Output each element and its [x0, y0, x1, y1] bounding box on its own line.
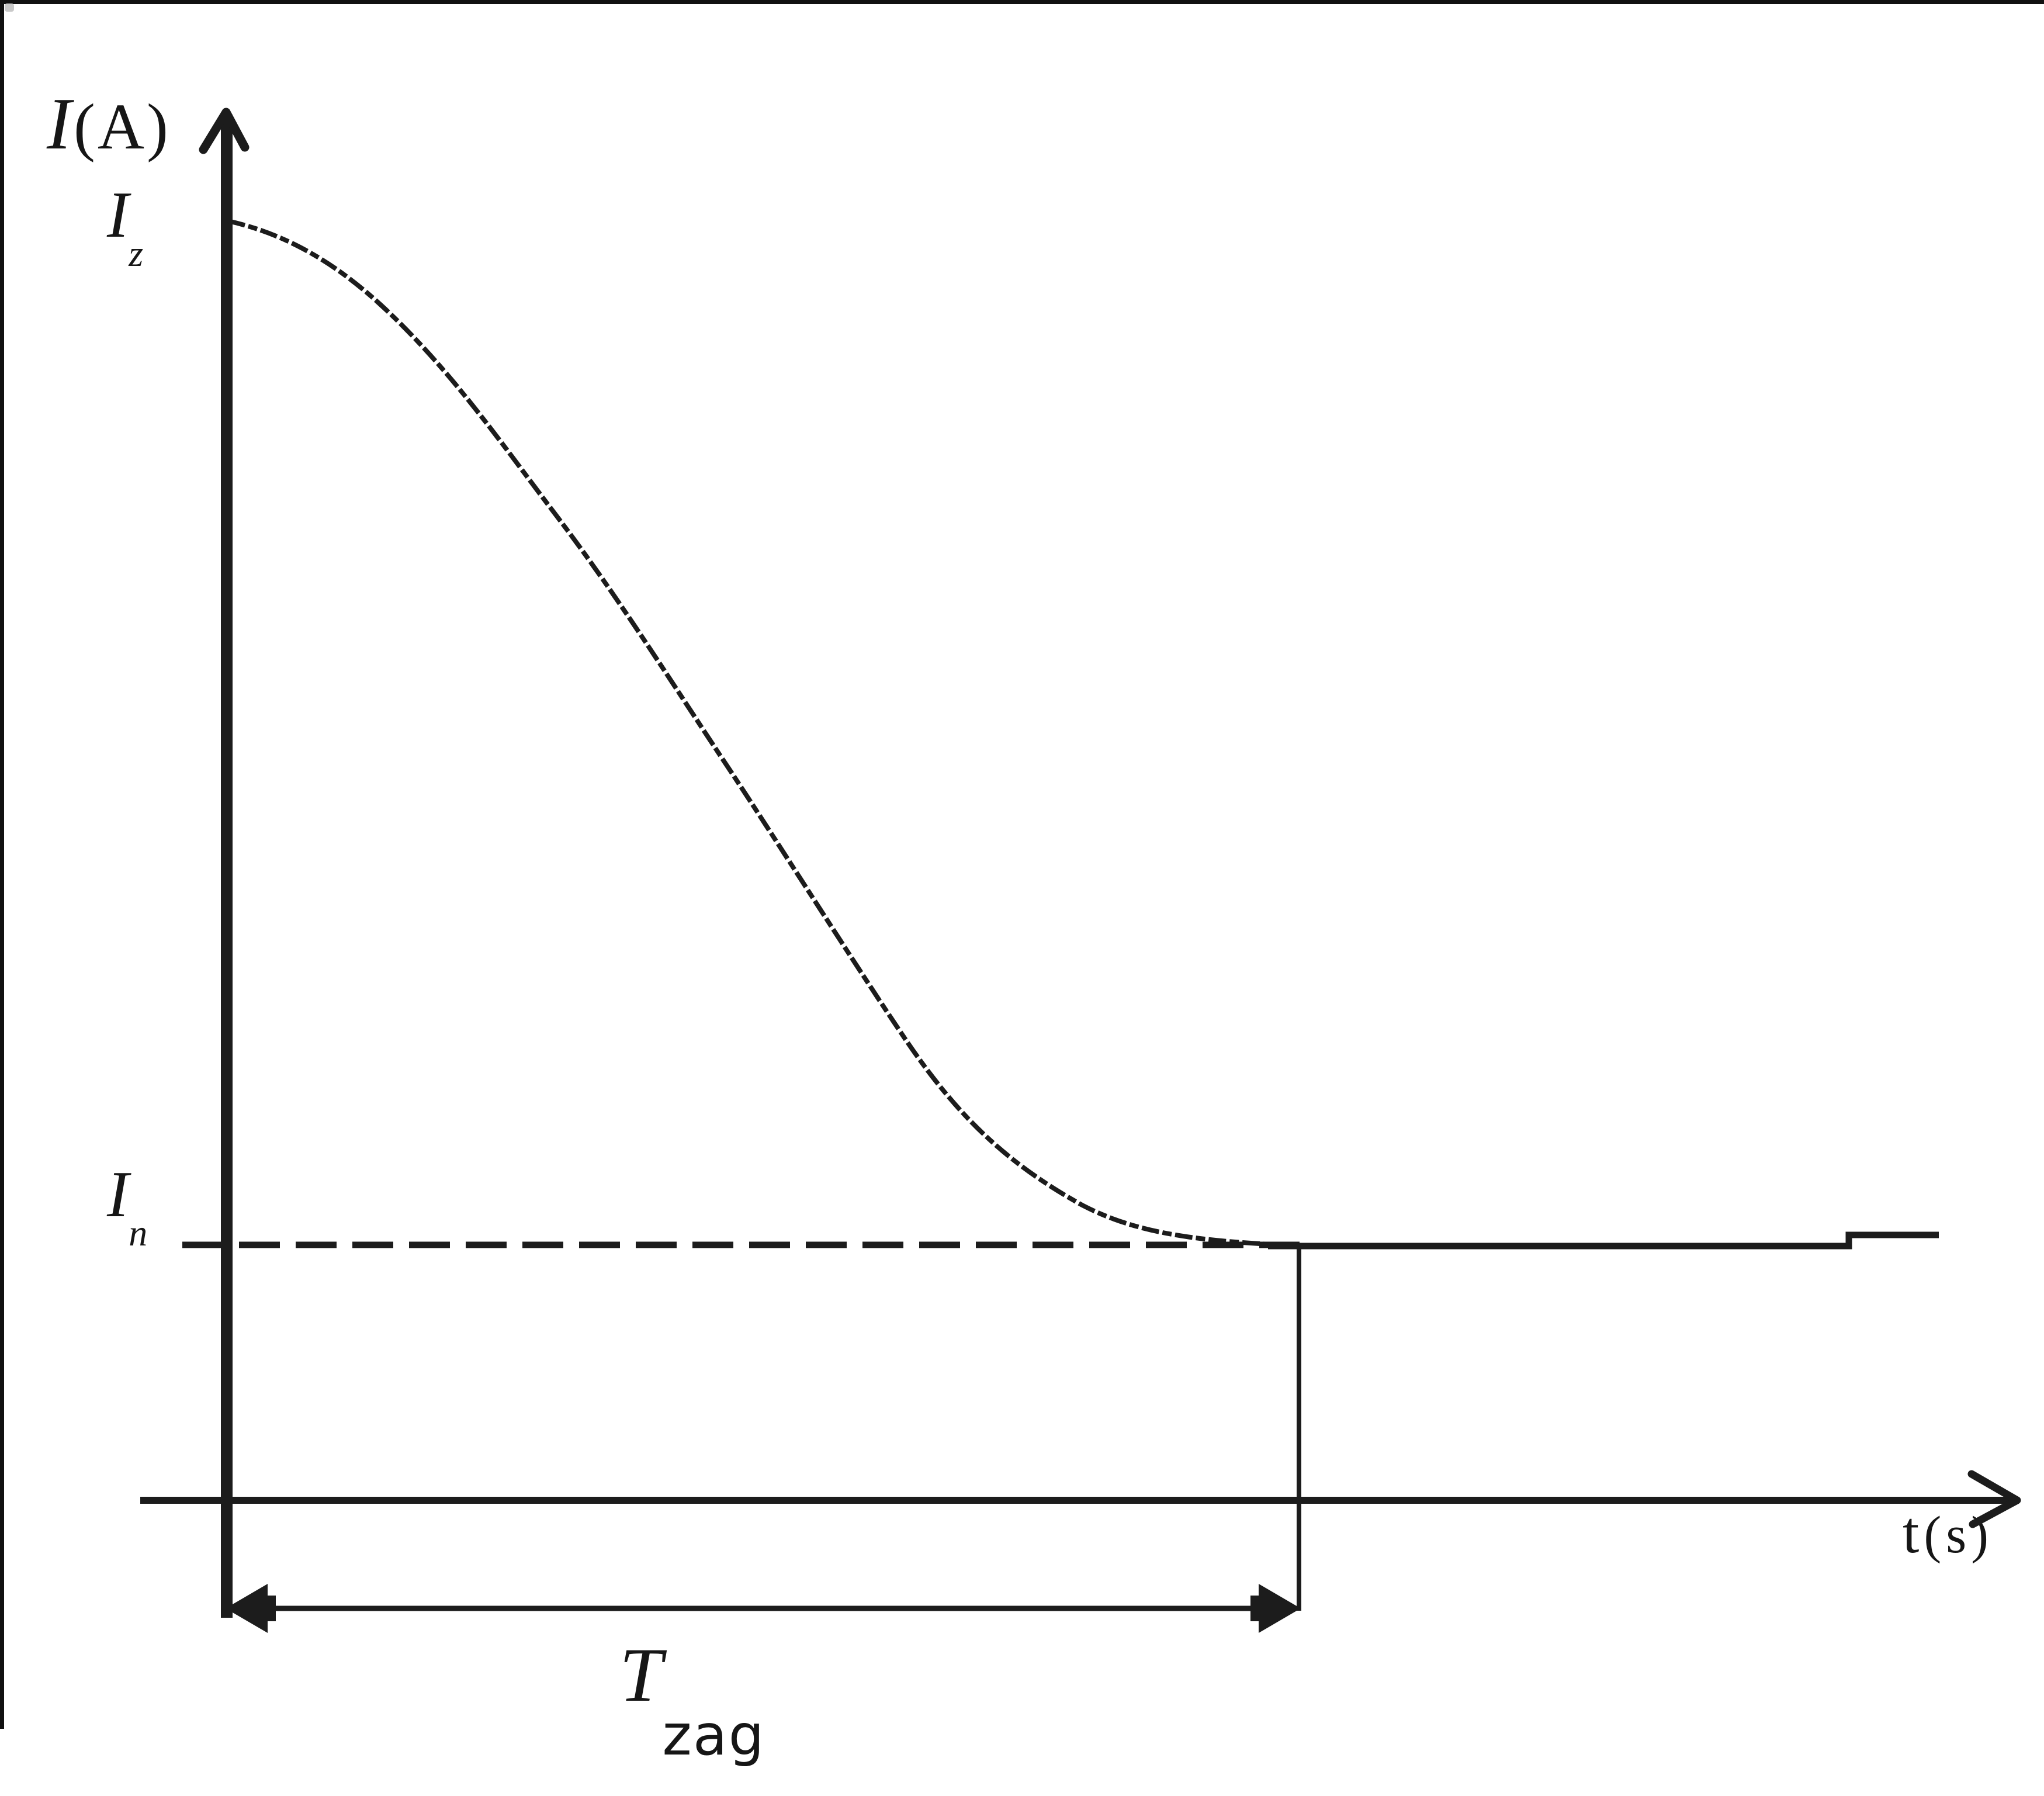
start-current-label: Iz [107, 182, 143, 272]
x-axis-unit-label: t(s) [1903, 1503, 1993, 1563]
y-axis-unit-label: I(A) [47, 88, 171, 161]
duration-symbol: T [619, 1632, 663, 1718]
scan-border-top [0, 0, 2044, 4]
y-axis-unit: (A) [73, 91, 171, 162]
nominal-current-label: In [107, 1162, 147, 1252]
steady-state-line [1268, 1231, 1939, 1250]
current-curve [227, 219, 1304, 1248]
y-axis-arrowhead-icon [199, 108, 250, 154]
duration-subscript: zag [662, 1702, 765, 1768]
scan-border-left [0, 0, 4, 1729]
x-axis-symbol: t [1903, 1500, 1924, 1566]
start-current-symbol: I [107, 179, 129, 251]
nominal-current-subscript: n [129, 1212, 148, 1254]
start-current-subscript: z [129, 233, 144, 274]
nominal-current-symbol: I [107, 1158, 129, 1231]
x-axis-arrowhead-icon [1967, 1470, 2021, 1528]
scan-artifact-dot [5, 4, 14, 12]
tzag-left-arrowhead-icon [226, 1584, 276, 1633]
y-axis-symbol: I [47, 84, 74, 165]
tzag-right-arrowhead-icon [1250, 1584, 1301, 1633]
duration-label: Tzag [619, 1636, 765, 1764]
